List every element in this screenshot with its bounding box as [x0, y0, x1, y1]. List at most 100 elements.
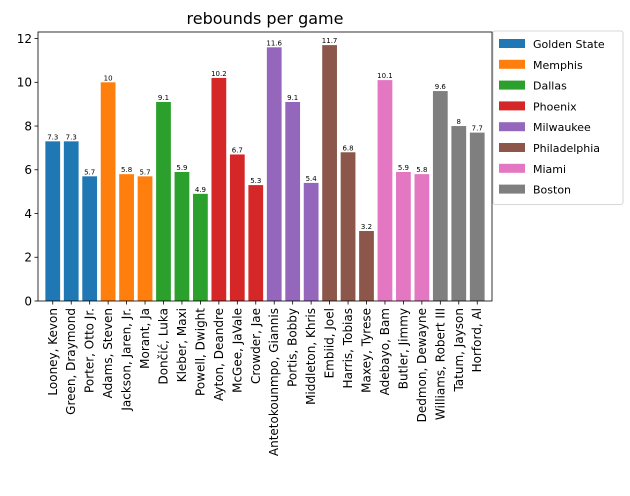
x-tick-label: Kleber, Maxi	[175, 308, 189, 382]
y-tick-label: 12	[17, 32, 32, 46]
bar	[359, 231, 374, 301]
x-tick-label: Harris, Tobias	[341, 308, 355, 388]
bar	[451, 126, 467, 301]
x-tick-label: Butler, Jimmy	[396, 308, 410, 389]
x-tick-label: Dončić, Luka	[157, 308, 171, 385]
legend-item: Golden State	[499, 38, 605, 51]
legend-swatch	[499, 80, 525, 90]
bar	[340, 152, 356, 301]
bar-value-label: 6.8	[342, 144, 353, 152]
bar-value-label: 7.3	[47, 133, 58, 141]
chart-title: rebounds per game	[187, 9, 344, 28]
bar	[193, 193, 208, 301]
legend-swatch	[499, 122, 525, 132]
legend-item: Phoenix	[499, 100, 577, 113]
bar-value-label: 9.1	[287, 94, 298, 102]
bar	[377, 80, 393, 301]
bar-value-label: 5.7	[84, 168, 95, 176]
legend-item: Boston	[499, 184, 571, 197]
y-tick-label: 6	[24, 163, 32, 177]
legend-swatch	[499, 39, 525, 48]
bar-value-label: 5.3	[250, 177, 261, 185]
x-tick-label: Williams, Robert III	[433, 308, 447, 420]
bar	[45, 141, 61, 301]
x-tick-label: Looney, Kevon	[46, 308, 60, 396]
bar-value-label: 7.7	[472, 125, 483, 133]
legend-swatch	[499, 184, 525, 194]
bar	[396, 171, 411, 301]
bar-value-label: 11.6	[266, 39, 282, 47]
bar	[469, 132, 485, 301]
legend-item: Philadelphia	[499, 142, 600, 155]
bar-value-label: 5.9	[398, 164, 409, 172]
bar	[82, 176, 98, 301]
bar	[119, 174, 134, 301]
legend-swatch	[499, 143, 525, 152]
y-tick-label: 4	[24, 207, 32, 221]
y-tick-label: 10	[17, 76, 32, 90]
bar-value-label: 9.1	[158, 94, 169, 102]
bar-value-label: 3.2	[361, 223, 372, 231]
bar	[174, 171, 190, 301]
bar-value-label: 8	[457, 118, 461, 126]
x-tick-label: Tatum, Jayson	[452, 308, 466, 393]
x-tick-label: Jackson, Jaren, Jr.	[120, 308, 134, 412]
x-tick-label: Portis, Bobby	[286, 308, 300, 387]
legend-item: Milwaukee	[499, 121, 591, 134]
legend-label: Philadelphia	[533, 142, 600, 155]
plot-area: 7.3 Looney, Kevon 7.3 Green, Draymond 5.7 Por…	[17, 31, 493, 456]
x-tick-label: Adams, Steven	[101, 308, 115, 398]
legend-item: Memphis	[499, 59, 583, 72]
axes-frame	[37, 31, 493, 302]
x-tick-label: Crowder, Jae	[249, 308, 263, 384]
bar-value-label: 9.6	[435, 83, 447, 91]
legend-label: Miami	[533, 163, 566, 176]
bar-value-label: 7.3	[66, 133, 77, 141]
bar	[156, 101, 171, 301]
legend-label: Golden State	[533, 38, 605, 51]
x-tick-label: McGee, JaVale	[230, 308, 244, 393]
legend-item: Dallas	[499, 80, 567, 93]
x-tick-label: Ayton, Deandre	[212, 308, 226, 401]
bar-value-label: 5.8	[416, 166, 427, 174]
bar-value-label: 4.9	[195, 186, 206, 194]
x-tick-label: Maxey, Tyrese	[360, 308, 374, 393]
bar	[229, 154, 245, 301]
bar-value-label: 5.7	[139, 168, 150, 176]
x-tick-label: Middleton, Khris	[304, 308, 318, 405]
legend-swatch	[499, 59, 525, 69]
bar	[100, 82, 116, 301]
bar	[63, 141, 79, 301]
bar-value-label: 5.8	[121, 166, 132, 174]
bar	[322, 45, 337, 302]
x-tick-label: Embiid, Joel	[323, 308, 337, 378]
bar	[248, 185, 264, 301]
legend: Golden State Memphis Dallas Phoenix Milwauke…	[492, 30, 624, 205]
y-tick-label: 0	[24, 294, 32, 308]
bar-value-label: 11.7	[322, 37, 338, 45]
x-tick-label: Powell, Dwight	[193, 308, 207, 396]
legend-label: Phoenix	[533, 100, 577, 113]
bar	[211, 77, 227, 302]
legend-swatch	[499, 163, 525, 173]
x-tick-label: Morant, Ja	[138, 308, 152, 369]
bar-value-label: 6.7	[232, 146, 243, 154]
x-tick-label: Antetokounmpo, Giannis	[267, 308, 281, 456]
legend-item: Miami	[499, 163, 566, 176]
legend-label: Boston	[533, 184, 571, 197]
bar	[285, 101, 301, 301]
x-tick-label: Porter, Otto Jr.	[83, 308, 97, 393]
x-tick-label: Horford, Al	[470, 308, 484, 372]
legend-swatch	[499, 101, 525, 111]
bar	[266, 47, 282, 302]
x-tick-label: Green, Draymond	[64, 308, 78, 415]
x-tick-label: Adebayo, Bam	[378, 308, 392, 395]
bar	[303, 182, 319, 301]
bar-value-label: 10.2	[211, 70, 227, 78]
bar-value-label: 5.9	[176, 164, 187, 172]
y-tick-label: 8	[24, 119, 32, 133]
bar-value-label: 10	[104, 74, 113, 82]
bar	[432, 91, 448, 301]
